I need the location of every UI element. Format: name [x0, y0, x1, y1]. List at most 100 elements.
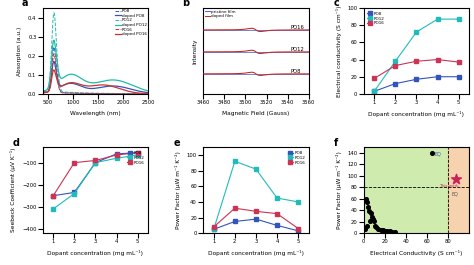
- Point: [368, 215, 376, 219]
- PO8: [72, 191, 77, 194]
- Y-axis label: Absorption (a.u.): Absorption (a.u.): [18, 26, 22, 76]
- PO8: [456, 75, 462, 78]
- PO8: [122, 92, 128, 95]
- PO8: [414, 78, 419, 81]
- Point: [367, 211, 375, 215]
- PO8: [274, 224, 280, 227]
- Line: PO16: PO16: [373, 58, 460, 80]
- Point: [374, 227, 382, 231]
- PO16: [51, 53, 56, 56]
- Point: [369, 217, 377, 221]
- PO16: [372, 77, 377, 80]
- doped PO12: [51, 39, 56, 43]
- Line: PO12: PO12: [373, 17, 460, 93]
- PO12: [435, 17, 440, 21]
- PO8: [232, 220, 237, 223]
- Legend: PO8, PO12, PO16: PO8, PO12, PO16: [366, 10, 386, 27]
- Text: b: b: [182, 0, 189, 8]
- PO16: [274, 212, 280, 215]
- Point: [379, 228, 386, 232]
- Legend: PO8, doped PO8, PO12, doped PO12, PO16, doped PO16: PO8, doped PO8, PO12, doped PO12, PO16, …: [115, 9, 147, 37]
- Line: PO12: PO12: [52, 153, 139, 210]
- PO8: [50, 194, 56, 197]
- PO16: [456, 60, 462, 64]
- PO12: [50, 207, 56, 210]
- Text: d: d: [13, 138, 20, 148]
- Text: PO8: PO8: [291, 69, 301, 74]
- PO16: [122, 92, 128, 95]
- Point: [366, 218, 374, 223]
- PO12: [122, 92, 128, 95]
- Line: PO8: PO8: [43, 47, 148, 94]
- PO8: [372, 90, 377, 93]
- PO12: [372, 90, 377, 93]
- PO16: [392, 64, 398, 67]
- Line: doped PO12: doped PO12: [43, 40, 148, 91]
- Point: [452, 177, 459, 181]
- doped PO12: [122, 81, 128, 84]
- PO16: [82, 92, 88, 95]
- doped PO16: [51, 69, 56, 72]
- Point: [372, 224, 379, 228]
- PO12: [82, 91, 88, 95]
- PO16: [72, 161, 77, 164]
- PO12: [456, 17, 462, 21]
- Text: EQ: EQ: [451, 191, 458, 196]
- X-axis label: Dopant concentration (mg mL⁻¹): Dopant concentration (mg mL⁻¹): [47, 250, 144, 256]
- X-axis label: Dopant concentration (mg mL⁻¹): Dopant concentration (mg mL⁻¹): [368, 111, 465, 117]
- Point: [377, 228, 384, 232]
- PO12: [86, 91, 92, 95]
- Y-axis label: Electrical conductivity (S cm⁻¹): Electrical conductivity (S cm⁻¹): [336, 5, 342, 97]
- Line: PO12: PO12: [43, 13, 148, 94]
- PO8: [92, 161, 98, 164]
- PO8: [146, 92, 151, 95]
- Point: [386, 229, 394, 234]
- PO12: [51, 13, 56, 16]
- PO8: [392, 82, 398, 85]
- Point: [381, 229, 389, 233]
- doped PO8: [40, 91, 46, 94]
- Text: a: a: [21, 0, 28, 8]
- PO8: [86, 92, 92, 95]
- PO16: [146, 92, 151, 95]
- PO12: [135, 153, 140, 157]
- PO8: [435, 75, 440, 78]
- doped PO16: [122, 89, 128, 92]
- doped PO12: [86, 81, 92, 84]
- PO12: [40, 89, 46, 92]
- PO16: [414, 60, 419, 63]
- PO12: [146, 92, 151, 95]
- PO12: [274, 196, 280, 200]
- Point: [365, 209, 373, 214]
- doped PO16: [112, 86, 118, 89]
- Text: This work: This work: [438, 184, 458, 188]
- Line: PO8: PO8: [373, 75, 460, 93]
- Y-axis label: Power Factor (μW m⁻¹ K⁻²): Power Factor (μW m⁻¹ K⁻²): [336, 151, 342, 229]
- PO16: [112, 92, 118, 95]
- Text: f: f: [334, 138, 338, 148]
- Point: [362, 197, 370, 201]
- doped PO12: [51, 39, 57, 42]
- doped PO16: [86, 84, 92, 87]
- Bar: [448, 147, 469, 233]
- Text: c: c: [334, 0, 340, 8]
- Point: [383, 229, 391, 234]
- doped PO8: [82, 86, 88, 89]
- Line: PO8: PO8: [212, 218, 300, 232]
- PO8: [51, 47, 56, 50]
- PO16: [435, 58, 440, 61]
- Legend: PO8, PO12, PO16: PO8, PO12, PO16: [286, 149, 307, 166]
- Line: doped PO16: doped PO16: [43, 70, 148, 94]
- PO16: [114, 153, 119, 157]
- doped PO12: [82, 79, 88, 82]
- doped PO12: [146, 89, 151, 92]
- X-axis label: Electrical Conductivity (S cm⁻¹): Electrical Conductivity (S cm⁻¹): [370, 250, 463, 256]
- PO12: [51, 11, 57, 14]
- PO8: [135, 151, 140, 154]
- PO12: [414, 30, 419, 34]
- Text: PO16: PO16: [291, 25, 305, 30]
- PO12: [114, 157, 119, 160]
- PO8: [51, 46, 57, 49]
- Line: doped PO8: doped PO8: [43, 61, 148, 93]
- PO16: [92, 159, 98, 162]
